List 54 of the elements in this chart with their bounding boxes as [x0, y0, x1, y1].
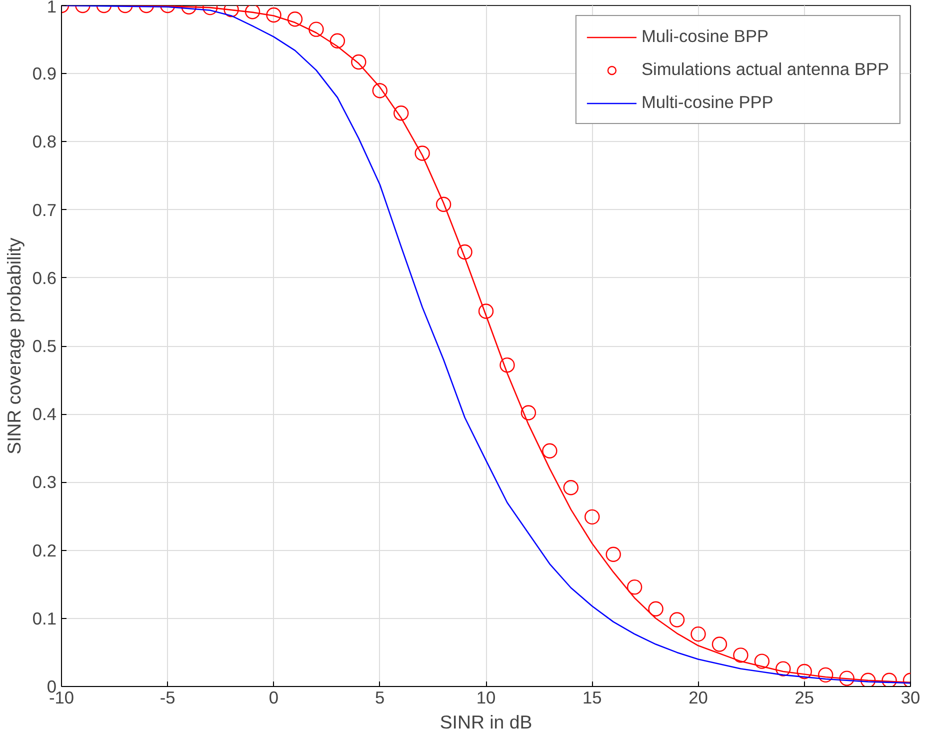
y-tick-label: 0.7 — [32, 200, 57, 220]
y-tick-label: 1 — [46, 0, 57, 16]
point — [882, 672, 897, 686]
x-axis-title: SINR in dB — [440, 712, 532, 732]
y-tick-label: 0.4 — [32, 404, 57, 424]
point — [330, 33, 346, 48]
y-tick-label: 0.3 — [32, 472, 57, 492]
x-tick-label: 25 — [794, 688, 814, 708]
x-tick-label: 20 — [688, 688, 708, 708]
point — [818, 667, 834, 683]
point — [414, 146, 430, 161]
point — [457, 244, 472, 260]
y-tick-label: 0.9 — [32, 64, 57, 84]
y-tick-label: 0.8 — [32, 132, 57, 152]
point — [712, 636, 728, 652]
point — [669, 612, 685, 628]
point — [860, 672, 876, 686]
x-tick-label: -5 — [160, 688, 176, 708]
x-tick-label: 5 — [375, 688, 385, 708]
point — [351, 54, 366, 70]
y-tick-label: 0.5 — [32, 336, 57, 356]
point — [394, 106, 409, 121]
legend-label: Muli-cosine BPP — [641, 26, 769, 47]
x-tick-label: 0 — [268, 688, 279, 708]
legend-label: Multi-cosine PPP — [641, 92, 774, 113]
point — [839, 670, 854, 686]
point — [606, 546, 621, 562]
y-tick-label: 0.6 — [32, 268, 57, 288]
point — [500, 357, 515, 373]
y-tick-label: 0.1 — [32, 608, 57, 628]
point — [266, 7, 282, 23]
point — [478, 304, 494, 319]
point — [690, 626, 706, 642]
point — [542, 443, 558, 458]
point — [563, 480, 578, 496]
point — [520, 405, 536, 420]
point — [626, 579, 642, 595]
point — [436, 196, 452, 212]
point — [776, 661, 791, 676]
x-tick-label: 30 — [900, 688, 920, 708]
y-tick-label: 0.2 — [32, 540, 57, 560]
point — [584, 509, 600, 525]
point — [308, 22, 324, 37]
point — [244, 6, 260, 20]
point — [287, 12, 303, 27]
y-axis-title: SINR coverage probability — [3, 236, 24, 454]
point — [754, 654, 770, 669]
x-tick-label: 15 — [582, 688, 602, 708]
legend-label: Simulations actual antenna BPP — [641, 59, 889, 80]
point — [372, 83, 388, 98]
point — [796, 664, 812, 680]
point — [648, 601, 664, 616]
point — [733, 648, 748, 663]
x-tick-label: 10 — [476, 688, 496, 708]
